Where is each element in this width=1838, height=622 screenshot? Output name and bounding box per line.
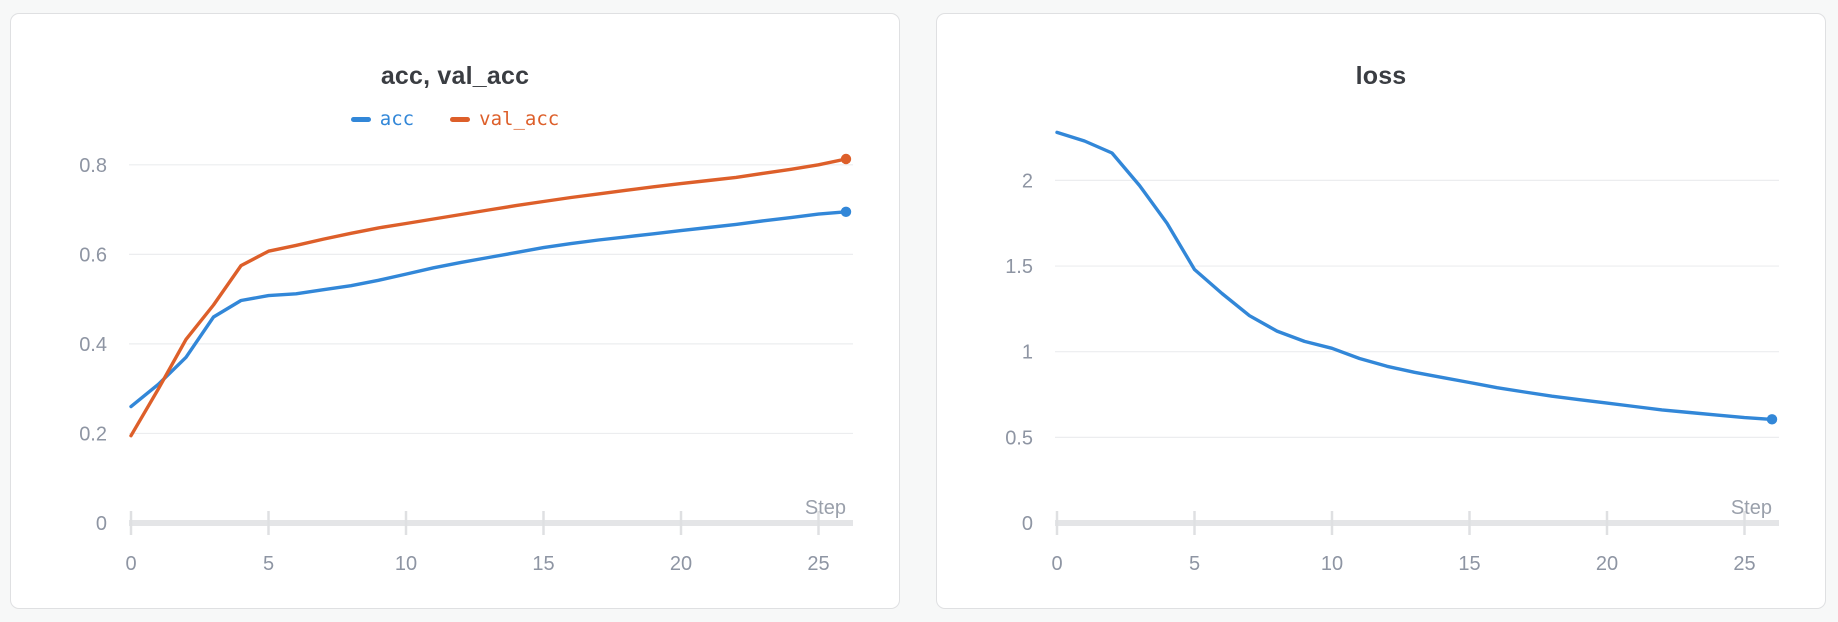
legend-item-val-acc[interactable]: val_acc: [450, 107, 560, 130]
y-tick-label-0.4: 0.4: [79, 334, 107, 356]
x-tick-label-25: 25: [1733, 553, 1755, 575]
chart-panel-loss[interactable]: loss 0 0.5 1 1.5 2 0 5 10 15 20 25 Step: [936, 13, 1826, 609]
x-tick-label-10: 10: [1321, 553, 1343, 575]
y-tick-label-0.2: 0.2: [79, 423, 107, 445]
x-tick-label-0: 0: [1051, 553, 1062, 575]
legend-label-acc: acc: [379, 107, 415, 130]
legend-label-val-acc: val_acc: [479, 107, 560, 130]
series-end-dot-loss: [1766, 414, 1778, 425]
y-tick-label-0: 0: [96, 513, 107, 535]
chart-panel-acc-val-acc[interactable]: acc, val_acc acc val_acc 0 0.2 0.4 0.6 0.8 0 5…: [10, 13, 900, 609]
y-tick-label-0.8: 0.8: [79, 155, 107, 177]
series-line-loss: [1055, 130, 1774, 422]
series-line-acc: [129, 210, 848, 409]
y-tick-label-0.6: 0.6: [79, 244, 107, 266]
chart-title: loss: [1355, 62, 1407, 90]
x-tick-label-5: 5: [263, 553, 274, 575]
x-axis-title: Step: [805, 497, 846, 519]
chart-title: acc, val_acc: [380, 62, 530, 90]
y-tick-label-0: 0: [1022, 513, 1033, 535]
x-axis-title: Step: [1731, 497, 1772, 519]
legend-swatch-val-acc: [450, 116, 471, 122]
series-end-dot-val_acc: [840, 153, 852, 165]
y-tick-label-2: 2: [1022, 170, 1033, 192]
x-tick-label-20: 20: [670, 553, 692, 575]
x-tick-label-0: 0: [125, 553, 136, 575]
chart-canvas[interactable]: 0 0.2 0.4 0.6 0.8 0 5 10 15 20 25 Step: [11, 14, 901, 610]
legend-swatch-acc: [350, 116, 371, 122]
x-tick-label-10: 10: [395, 553, 417, 575]
y-tick-label-0.5: 0.5: [1005, 427, 1033, 449]
chart-legend: acc val_acc: [11, 106, 899, 132]
legend-item-acc[interactable]: acc: [350, 107, 415, 130]
x-tick-label-15: 15: [1458, 553, 1480, 575]
x-tick-label-5: 5: [1189, 553, 1200, 575]
series-line-val_acc: [129, 157, 848, 438]
y-tick-label-1.5: 1.5: [1005, 256, 1033, 278]
x-tick-label-20: 20: [1596, 553, 1618, 575]
x-tick-label-15: 15: [532, 553, 554, 575]
series-end-dot-acc: [840, 206, 852, 218]
x-tick-label-25: 25: [807, 553, 829, 575]
y-tick-label-1: 1: [1022, 342, 1033, 364]
